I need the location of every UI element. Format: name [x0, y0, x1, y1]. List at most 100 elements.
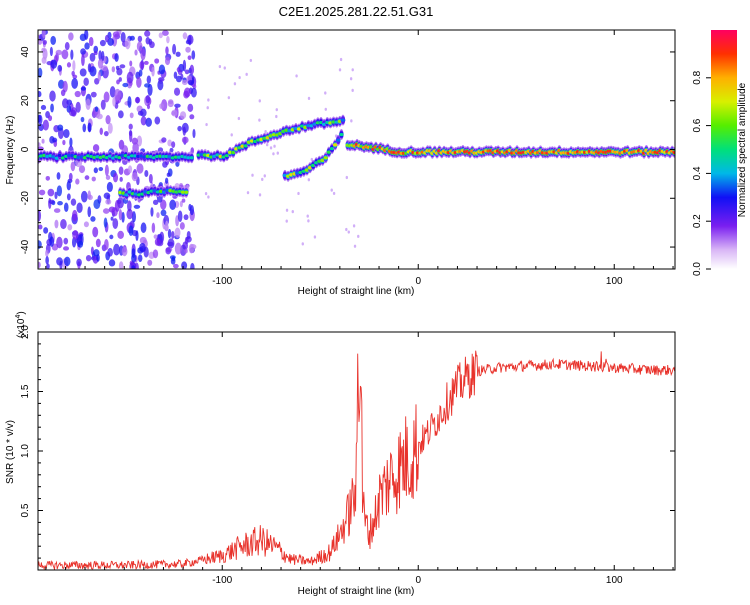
spectrogram-noise-blob	[56, 172, 61, 180]
spectrogram-noise-blob	[245, 72, 248, 76]
spectrogram-noise-blob	[338, 68, 342, 72]
spectrogram-noise-blob	[103, 130, 109, 137]
spectrogram-ytick-label: 0	[20, 146, 31, 152]
spectrogram-noise-blob	[175, 161, 180, 167]
spectrogram-noise-blob	[136, 76, 142, 88]
spectrogram-noise-blob	[324, 107, 327, 111]
spectrogram-noise-blob	[56, 185, 63, 197]
spectrogram-noise-blob	[276, 151, 279, 155]
spectrogram-noise-blob	[45, 175, 51, 181]
spectrogram-noise-blob	[38, 240, 42, 249]
spectrogram-noise-blob	[275, 114, 278, 119]
snr-multiplier: (x104)	[15, 311, 27, 338]
spectrogram-noise-blob	[50, 103, 54, 113]
spectrogram-noise-blob	[90, 216, 96, 222]
snr-xtick-label: 100	[606, 575, 623, 586]
spectrogram-noise-blob	[96, 113, 103, 120]
snr-ytick-label: 0.5	[20, 503, 31, 517]
spectrogram-noise-blob	[57, 124, 64, 131]
spectrogram-noise-blob	[94, 77, 100, 85]
spectrogram-noise-blob	[93, 167, 98, 174]
spectrogram-noise-blob	[89, 66, 97, 77]
spectrogram-noise-blob	[88, 36, 94, 47]
spectrogram-noise-blob	[167, 139, 173, 147]
spectrogram-noise-blob	[111, 66, 116, 73]
spectrogram-noise-blob	[169, 199, 177, 211]
spectrogram-xlabel: Height of straight line (km)	[298, 286, 415, 297]
spectrogram-noise-blob	[301, 242, 304, 246]
spectrogram-noise-blob	[207, 195, 210, 199]
spectrogram-noise-blob	[41, 138, 45, 144]
spectrogram-noise-blob	[114, 88, 121, 101]
spectrogram-ridge-cell	[183, 190, 189, 194]
spectrogram-noise-blob	[258, 193, 262, 197]
spectrogram-noise-blob	[186, 230, 191, 240]
spectrogram-noise-blob	[171, 141, 176, 149]
spectrogram-noise-blob	[179, 222, 185, 230]
spectrogram-axes: -100 0 100 -40 -20 0 20 40	[20, 30, 675, 287]
spectrogram-noise-blob	[104, 238, 109, 251]
spectrogram-noise-blob	[41, 47, 46, 53]
spectrogram-noise-blob	[143, 60, 149, 65]
spectrogram-noise-blob	[157, 79, 164, 91]
spectrogram-ridge-cell	[243, 144, 248, 148]
spectrogram-noise-blob	[42, 39, 47, 45]
spectrogram-noise-blob	[57, 64, 63, 72]
spectrogram-noise-blob	[63, 237, 69, 245]
colorbar-tick-label: 0.6	[692, 118, 703, 132]
spectrogram-noise-blob	[291, 210, 294, 214]
spectrogram-noise-blob	[158, 64, 166, 75]
spectrogram-noise-blob	[165, 46, 169, 55]
colorbar-tick-label: 0.4	[692, 166, 703, 180]
spectrogram-noise-blob	[129, 130, 133, 143]
spectrogram-noise-blob	[103, 91, 110, 103]
spectrogram-noise-blob	[230, 133, 233, 137]
spectrogram-noise-blob	[350, 119, 353, 123]
spectrogram-noise-blob	[190, 87, 197, 98]
spectrogram-noise-blob	[167, 228, 172, 239]
spectrogram-noise-blob	[85, 254, 92, 262]
spectrogram-noise-blob	[166, 35, 170, 44]
snr-axes: -100 0 100 0.5 1.0 1.5 2.0	[20, 325, 675, 586]
spectrogram-noise-blob	[60, 89, 66, 97]
spectrogram-ylabel: Frequency (Hz)	[5, 116, 16, 185]
spectrogram-noise-blob	[80, 48, 86, 55]
spectrogram-noise-blob	[144, 169, 149, 178]
spectrogram-noise-blob	[117, 230, 124, 239]
spectrogram-noise-blob	[97, 58, 104, 69]
spectrogram-noise-blob	[70, 198, 77, 206]
spectrogram-noise-blob	[112, 31, 120, 38]
spectrogram-noise-blob	[108, 259, 116, 267]
spectrogram-noise-blob	[146, 75, 152, 84]
spectrogram-noise-blob	[70, 49, 74, 60]
spectrogram-noise-blob	[191, 50, 196, 60]
spectrogram-noise-blob	[188, 243, 195, 254]
spectrogram-noise-blob	[68, 172, 73, 181]
spectrogram-noise-blob	[189, 114, 195, 120]
spectrogram-noise-blob	[57, 201, 63, 206]
spectrogram-noise-blob	[118, 261, 124, 269]
spectrogram-noise-blob	[251, 173, 254, 177]
spectrogram-noise-blob	[136, 135, 143, 147]
spectrogram-noise-blob	[83, 221, 89, 228]
spectrogram-noise-blob	[181, 261, 188, 269]
spectrogram-noise-blob	[54, 191, 58, 200]
spectrogram-noise-blob	[146, 104, 151, 110]
spectrogram-noise-blob	[233, 82, 237, 86]
spectrogram-noise-blob	[306, 214, 309, 218]
spectrogram-noise-blob	[249, 58, 253, 63]
spectrogram-ytick-label: -20	[20, 191, 31, 206]
spectrogram-noise-blob	[151, 222, 156, 234]
spectrogram-noise-blob	[183, 87, 191, 98]
spectrogram-noise-blob	[104, 34, 109, 43]
spectrogram-noise-blob	[56, 257, 63, 266]
spectrogram-noise-blob	[345, 175, 349, 180]
colorbar-tick-label: 0.8	[692, 70, 703, 84]
spectrogram-noise-blob	[134, 262, 139, 269]
spectrogram-panel: -100 0 100 -40 -20 0 20 40 Height of straight l…	[5, 29, 676, 297]
spectrogram-noise-blob	[223, 66, 226, 70]
snr-ytick-label: 2.0	[20, 325, 31, 339]
snr-marks	[38, 350, 675, 570]
spectrogram-ytick-label: 40	[20, 46, 31, 58]
spectrogram-noise-blob	[64, 42, 70, 51]
